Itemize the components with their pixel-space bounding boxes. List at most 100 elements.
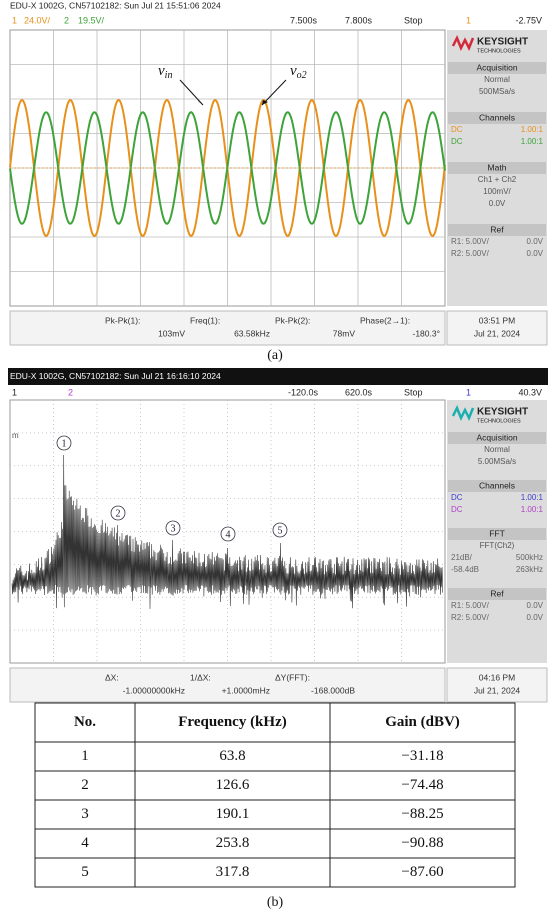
- table-cell: −87.60: [401, 864, 443, 880]
- side-label: R2: 5.00V/: [451, 249, 490, 258]
- brand: KEYSIGHT: [477, 37, 528, 48]
- section-title: Acquisition: [476, 62, 517, 72]
- measure-value: 103mV: [158, 328, 185, 338]
- brand-sub: TECHNOLOGIES: [477, 418, 521, 424]
- side-label: 21dB/: [451, 553, 473, 562]
- side-value: 1.00:1: [521, 505, 544, 514]
- annotation-arrow: [179, 79, 204, 106]
- measure-label: 1/ΔX:: [190, 672, 211, 682]
- table-cell: −90.88: [401, 835, 443, 851]
- section-title-bar: [448, 162, 546, 174]
- arrow-head: [262, 100, 268, 105]
- side-label: DC: [451, 125, 463, 134]
- header-bar: [8, 0, 548, 12]
- measure-value: -168.000dB: [311, 685, 355, 695]
- side-label: -58.4dB: [451, 565, 479, 574]
- clock-date: Jul 21, 2024: [474, 685, 521, 695]
- status-item: 1: [466, 387, 471, 397]
- arrow-head: [197, 100, 203, 105]
- status-item: 24.0V/: [24, 15, 51, 25]
- side-value: 500kHz: [516, 553, 543, 562]
- measure-label: Phase(2→1):: [360, 315, 410, 325]
- clock-box: [446, 667, 548, 703]
- measure-label: Pk-Pk(1):: [105, 315, 140, 325]
- side-value: 1.00:1: [521, 137, 544, 146]
- side-label: R2: 5.00V/: [451, 613, 490, 622]
- section-title: Ref: [490, 588, 504, 598]
- section-title-bar: [448, 528, 546, 540]
- status-item: 1: [12, 387, 17, 397]
- waveform: [9, 111, 446, 225]
- status-item: 620.0s: [345, 387, 373, 397]
- measure-bar: [9, 310, 446, 346]
- side-value: 263kHz: [516, 565, 543, 574]
- side-value: 0.0V: [527, 237, 544, 246]
- side-value: 500MSa/s: [479, 87, 515, 96]
- section-title-bar: [448, 480, 546, 492]
- table-cell: −74.48: [401, 777, 443, 793]
- measure-label: ΔX:: [105, 672, 119, 682]
- marker-circle: [56, 435, 72, 451]
- side-value: 5.00MSa/s: [478, 457, 516, 466]
- measure-value: -1.00000000kHz: [123, 685, 185, 695]
- table-cell: −88.25: [401, 806, 443, 822]
- clock-date: Jul 21, 2024: [474, 328, 521, 338]
- side-value: 1.00:1: [521, 125, 544, 134]
- side-value: 100mV/: [483, 187, 511, 196]
- table-cell: 190.1: [216, 806, 250, 822]
- side-value: 0.0V: [527, 613, 544, 622]
- section-title: FFT: [489, 528, 505, 538]
- section-title: Math: [488, 162, 507, 172]
- marker-circle: [272, 522, 288, 538]
- status-item: 1: [12, 15, 17, 25]
- status-bar: [8, 385, 548, 400]
- section-title: Ref: [490, 224, 504, 234]
- side-label: DC: [451, 493, 463, 502]
- section-title-bar: [448, 588, 546, 600]
- table-cell: 1: [81, 748, 89, 764]
- table-cell: 2: [81, 777, 89, 793]
- status-item: -2.75V: [515, 15, 542, 25]
- annotation-sub: o2: [297, 70, 307, 81]
- annotation: vo2: [290, 63, 307, 81]
- side-value: Normal: [484, 75, 510, 84]
- table-cell: 4: [81, 835, 89, 851]
- marker-label: 3: [171, 523, 176, 534]
- table-header: Frequency (kHz): [178, 714, 286, 730]
- side-label: DC: [451, 505, 463, 514]
- status-item: -120.0s: [288, 387, 319, 397]
- marker-label: 1: [62, 438, 67, 449]
- side-value: 1.00:1: [521, 493, 544, 502]
- table-header: No.: [74, 714, 96, 730]
- section-title-bar: [448, 112, 546, 124]
- clock-box: [446, 310, 548, 346]
- clock-time: 04:16 PM: [479, 672, 515, 682]
- status-item: Stop: [404, 387, 423, 397]
- table-border: [34, 702, 516, 888]
- section-title: Channels: [479, 112, 515, 122]
- annotation-base: v: [158, 63, 165, 79]
- table-cell: 317.8: [216, 864, 250, 880]
- measure-value: 78mV: [333, 328, 356, 338]
- caption: (a): [267, 348, 283, 363]
- marker-label: 2: [116, 508, 121, 519]
- brand: KEYSIGHT: [477, 407, 528, 418]
- measure-value: 63.58kHz: [234, 328, 270, 338]
- section-title-bar: [448, 62, 546, 74]
- section-title: Acquisition: [476, 432, 517, 442]
- status-item: 1: [466, 15, 471, 25]
- measure-bar: [9, 667, 446, 703]
- status-item: 2: [68, 387, 73, 397]
- table-header: Gain (dBV): [385, 714, 460, 730]
- measure-value: +1.0000mHz: [222, 685, 270, 695]
- side-value: 0.0V: [489, 199, 506, 208]
- marker-label: 4: [226, 529, 231, 540]
- annotation-sub: in: [165, 70, 173, 81]
- table-cell: 126.6: [216, 777, 250, 793]
- status-bar: [8, 12, 548, 30]
- marker-circle: [220, 526, 236, 542]
- side-value: 0.0V: [527, 249, 544, 258]
- section-title-bar: [448, 432, 546, 444]
- side-value: 0.0V: [527, 601, 544, 610]
